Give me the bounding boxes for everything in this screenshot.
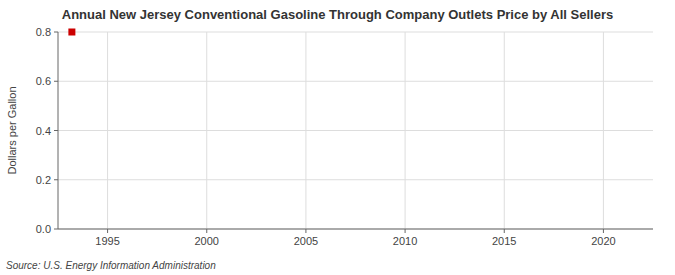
tick-label: 2010: [393, 235, 417, 247]
data-group: [68, 29, 75, 36]
grid-line: [58, 81, 653, 82]
tick-mark: [54, 32, 58, 33]
point: [68, 29, 75, 36]
chart-container: 1995 2000 2005 2010 2015 2020 0.0 0.2 0.4 0.6 0.8 A…: [0, 0, 675, 275]
grid: [58, 32, 653, 229]
chart: 1995 2000 2005 2010 2015 2020 0.0 0.2 0.4 0.6 0.8 A…: [0, 0, 675, 275]
tick-mark: [54, 179, 58, 180]
tick-mark: [405, 229, 406, 233]
tick-mark: [54, 130, 58, 131]
tick-mark: [504, 229, 505, 233]
grid-line: [58, 130, 653, 131]
title: Annual New Jersey Conventional Gasoline …: [62, 7, 613, 22]
tick-label: 2020: [591, 235, 615, 247]
grid-line: [58, 32, 653, 33]
y-axis-line: [58, 32, 59, 229]
tick-mark: [305, 229, 306, 233]
y-axis-label: Dollars per Gallon: [6, 86, 18, 174]
x-axis-line: [58, 229, 653, 230]
tick-mark: [603, 229, 604, 233]
tick-mark: [54, 229, 58, 230]
tick-label: 1995: [95, 235, 119, 247]
tick-label: 0.4: [36, 125, 51, 137]
tick-label: 2015: [492, 235, 516, 247]
tick-label: 2000: [195, 235, 219, 247]
annotation: Source: U.S. Energy Information Administ…: [6, 260, 216, 271]
tick-mark: [206, 229, 207, 233]
tick-label: 0.6: [36, 75, 51, 87]
tick-mark: [107, 229, 108, 233]
tick-label: 0.2: [36, 174, 51, 186]
tick-label: 2005: [294, 235, 318, 247]
tick-mark: [54, 81, 58, 82]
grid-line: [58, 229, 653, 230]
grid-line: [58, 179, 653, 180]
tick-label: 0.0: [36, 223, 51, 235]
tick-label: 0.8: [36, 26, 51, 38]
